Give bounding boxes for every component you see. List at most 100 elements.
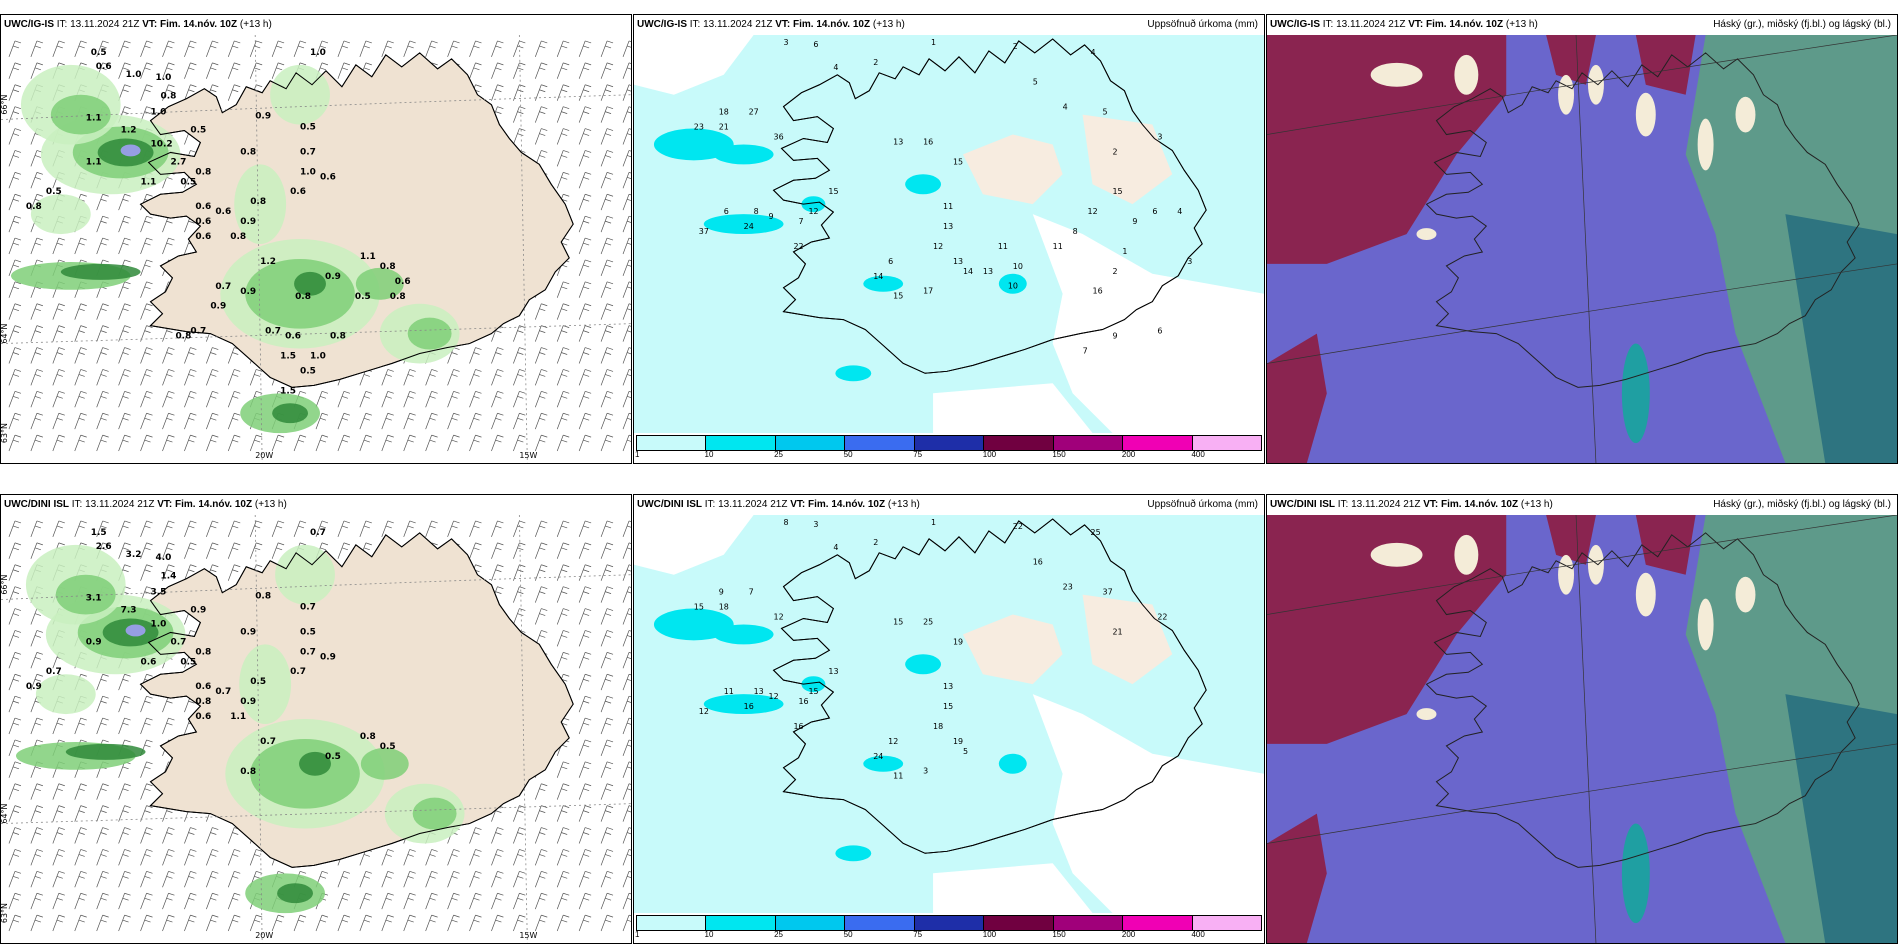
precip-band [713, 144, 774, 165]
wind-barb-icon [556, 369, 570, 386]
wind-barb-icon [337, 434, 351, 452]
precip-value-label: 1.1 [86, 114, 102, 124]
wind-barb-icon [52, 237, 65, 255]
wind-barb-icon [534, 412, 548, 430]
precip-value-label: 0.9 [210, 302, 226, 312]
wind-barb-icon [447, 369, 460, 386]
wind-barb-icon [227, 564, 241, 581]
wind-barb-icon [206, 542, 219, 559]
wind-barb-icon [184, 871, 197, 888]
precip-total-label: 23 [694, 123, 704, 132]
wind-barb-icon [315, 434, 329, 452]
wind-barb-icon [30, 434, 43, 452]
precip-value-label: 0.8 [160, 92, 176, 102]
precip-value-label: 1.5 [280, 386, 296, 396]
wind-barb-icon [600, 652, 614, 669]
wind-barb-icon [578, 871, 592, 888]
precip-value-label: 0.8 [175, 332, 191, 342]
wind-barb-icon [600, 542, 614, 559]
wind-barb-icon [534, 849, 548, 866]
precip-value-label: 1.5 [280, 351, 296, 361]
precip-value-label: 0.7 [300, 647, 316, 657]
wind-barb-icon [8, 717, 22, 735]
precip-value-label: 0.9 [240, 627, 256, 637]
precip-total-label: 16 [798, 697, 808, 706]
wind-barb-icon [184, 564, 197, 581]
wind-barb-icon [118, 237, 131, 255]
precip-total-label: 13 [943, 222, 953, 231]
panel-header: UWC/IG-IS IT: 13.11.2024 21Z VT: Fim. 14… [634, 15, 1264, 35]
colorbar-tick-label: 400 [1191, 930, 1205, 939]
wind-barb-icon [96, 849, 109, 866]
wind-barb-icon [74, 40, 87, 58]
wind-barb-icon [30, 827, 43, 844]
precip-total-label: 6 [888, 257, 893, 266]
precip-total-label: 12 [888, 737, 898, 746]
precip-value-label: 1.1 [86, 157, 102, 167]
panel-header: UWC/DINI ISL IT: 13.11.2024 21Z VT: Fim.… [1, 495, 631, 515]
wind-barb-icon [578, 805, 592, 822]
wind-barb-icon [140, 281, 153, 298]
wind-barb-icon [227, 892, 241, 910]
graticule [1267, 35, 1897, 463]
cloud-free-area [1735, 96, 1756, 133]
precip-value-label: 0.8 [26, 202, 42, 212]
wind-barb-icon [30, 871, 43, 888]
precip-area [277, 883, 314, 904]
wind-barb-icon [184, 892, 197, 910]
wind-barb-icon [513, 412, 526, 430]
wind-barb-icon [491, 871, 504, 888]
colorbar-tick-label: 25 [774, 450, 784, 459]
wind-barb-icon [556, 805, 570, 822]
wind-barb-icon [140, 783, 153, 800]
precip-value-label: 0.8 [380, 262, 396, 272]
wind-barb-icon [600, 783, 614, 800]
wind-barb-icon [622, 325, 631, 342]
wind-barb-icon [578, 564, 592, 581]
wind-barb-icon [140, 695, 153, 713]
precip-value-label: 0.5 [180, 657, 196, 667]
precip-total-label: 13 [828, 667, 838, 676]
wind-barb-icon [534, 84, 548, 101]
grid-line [1267, 263, 1897, 364]
cloud-free-area [1587, 64, 1604, 105]
wind-barb-icon [30, 630, 43, 647]
wind-barb-icon [491, 84, 504, 101]
wind-barb-icon [162, 892, 175, 910]
lon-label: 20W [255, 451, 273, 460]
precip-total-label: 13 [754, 687, 764, 696]
wind-barb-icon [491, 62, 504, 79]
wind-barb-icon [96, 871, 109, 888]
colorbar-swatch [637, 916, 707, 930]
colorbar-swatch [914, 436, 985, 450]
precip-value-label: 0.7 [190, 327, 206, 337]
wind-barb-icon [337, 914, 351, 932]
wind-barb-icon [578, 325, 592, 342]
no-precip-area [933, 863, 1093, 913]
wind-barb-icon [8, 608, 22, 625]
wind-barb-icon [8, 128, 22, 145]
precip-total-label: 13 [943, 682, 953, 691]
wind-barb-icon [491, 40, 504, 58]
wind-barb-icon [140, 564, 153, 581]
wind-barb-icon [118, 412, 131, 430]
high-cloud-area [1546, 35, 1596, 85]
wind-barb-icon [96, 914, 109, 932]
wind-barb-icon [140, 215, 153, 233]
precip-band [905, 174, 942, 195]
wind-barb-icon [578, 128, 592, 145]
precip-value-label: 0.7 [265, 327, 281, 337]
precip-total-label: 37 [699, 227, 709, 236]
wind-barb-icon [184, 412, 197, 430]
precip-value-label: 0.8 [255, 592, 271, 602]
wind-barb-icon [8, 914, 22, 932]
wind-barb-icon [513, 62, 526, 79]
wind-barb-icon [491, 892, 504, 910]
wind-barb-icon [8, 827, 22, 844]
wind-barb-icon [74, 391, 87, 408]
wind-barb-icon [447, 520, 460, 538]
wind-barb-icon [469, 40, 482, 58]
wind-barb-icon [96, 347, 109, 364]
precip-total-label: 9 [769, 212, 774, 221]
precip-area [270, 64, 330, 125]
